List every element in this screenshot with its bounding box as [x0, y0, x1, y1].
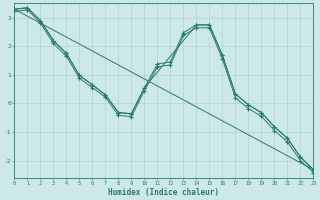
- X-axis label: Humidex (Indice chaleur): Humidex (Indice chaleur): [108, 188, 220, 197]
